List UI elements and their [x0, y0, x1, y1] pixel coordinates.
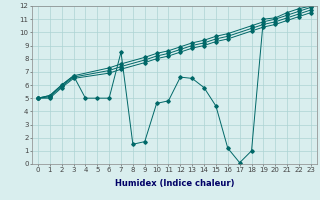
X-axis label: Humidex (Indice chaleur): Humidex (Indice chaleur) — [115, 179, 234, 188]
